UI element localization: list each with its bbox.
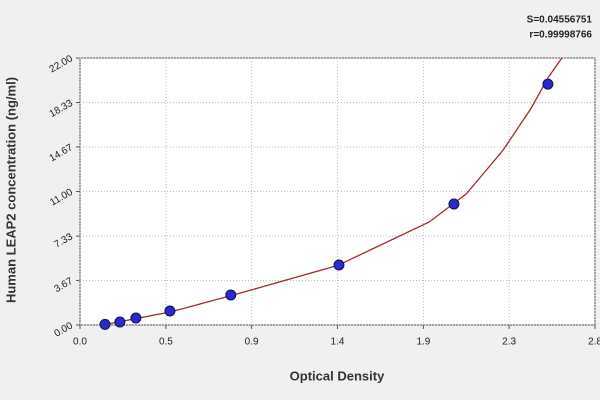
y-axis-title: Human LEAP2 concentration (ng/ml) (3, 77, 18, 303)
data-point (114, 316, 126, 328)
x-tick-label: 2.3 (502, 337, 516, 348)
x-tick-label: 0.5 (159, 337, 173, 348)
annotation: r=0.99998766 (529, 30, 592, 41)
x-tick-label: 2.8 (588, 337, 600, 348)
x-tick-label: 0.9 (245, 337, 259, 348)
data-point (333, 259, 345, 271)
x-axis-title: Optical Density (290, 368, 385, 383)
data-point (164, 305, 176, 317)
data-point (542, 78, 554, 90)
data-point (99, 318, 111, 330)
fit-curve (105, 57, 563, 326)
data-point (448, 198, 460, 210)
annotation: S=0.04556751 (527, 15, 593, 26)
plot-area (79, 57, 596, 326)
x-tick-label: 1.9 (416, 337, 430, 348)
data-point (130, 312, 142, 324)
x-tick-label: 1.4 (331, 337, 345, 348)
x-tick-label: 0.0 (73, 337, 87, 348)
data-point (225, 289, 237, 301)
